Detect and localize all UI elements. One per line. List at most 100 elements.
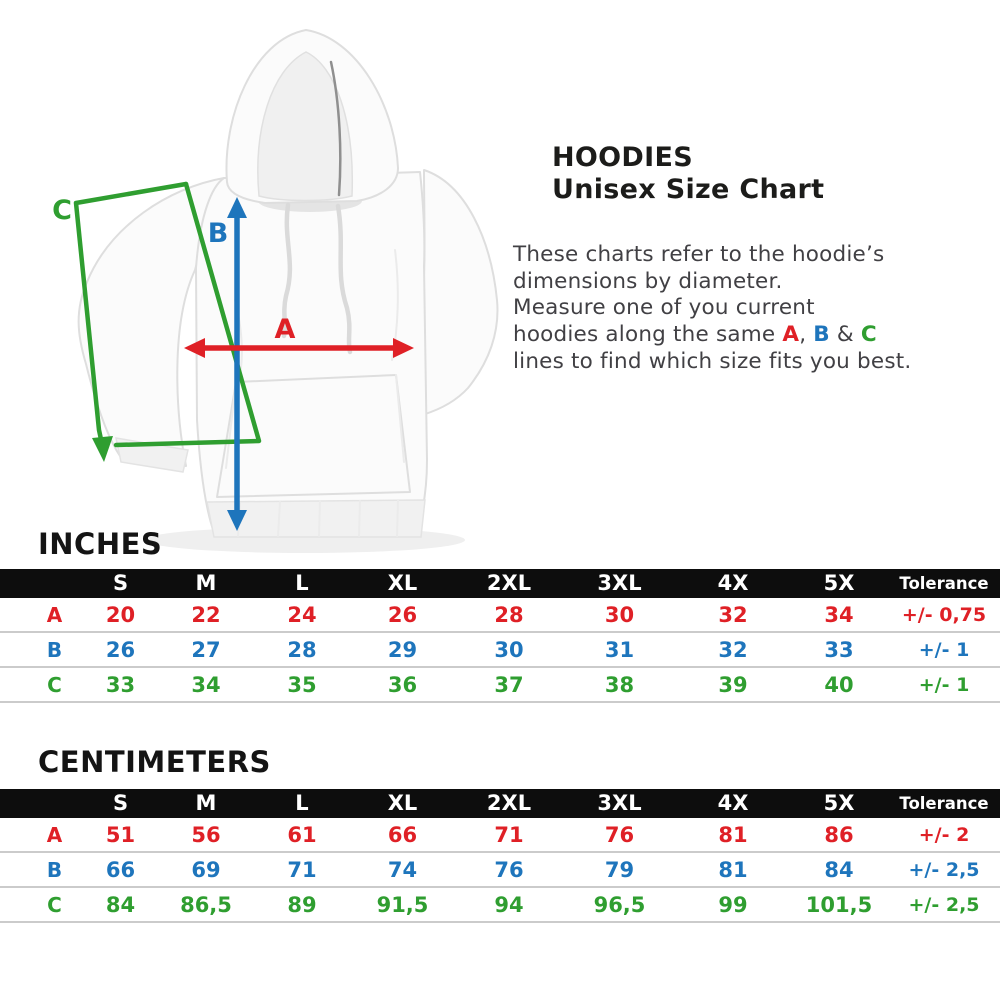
size-value: 40 <box>824 672 854 697</box>
size-value: 39 <box>718 672 748 697</box>
description-segment: , <box>799 322 814 348</box>
description-segment: Measure one of you current <box>513 295 815 321</box>
row-label-b: B <box>46 857 63 882</box>
description-segment: These charts refer to the hoodie’s <box>513 241 885 267</box>
hoodie-right-cuff <box>295 372 373 444</box>
size-value: 31 <box>604 637 635 662</box>
inches-table: S M L XL 2XL 3XL 4X 5X Tolerance A 20 22 24 26 28 30 32 3… <box>0 569 1000 703</box>
size-value: 30 <box>604 602 635 627</box>
column-header-s: S <box>112 571 129 595</box>
size-value: 76 <box>604 822 635 847</box>
measure-a-ref: A <box>782 322 800 348</box>
measure-a-arrowhead-left <box>184 338 205 358</box>
size-value: 34 <box>824 602 854 627</box>
size-value: 37 <box>494 672 524 697</box>
centimeters-section: CENTIMETERS S M L XL 2XL 3XL 4X 5X Tolerance A 51 5… <box>0 748 1000 923</box>
title-line-1: HOODIES <box>552 142 693 173</box>
size-value: 84 <box>105 892 136 917</box>
table-row-c: C 84 86,5 89 91,5 94 96,5 99 101,5 +/- 2,5 <box>0 888 1000 923</box>
size-value: 24 <box>287 602 317 627</box>
row-label-b: B <box>46 637 63 662</box>
measure-b-ref: B <box>813 322 830 348</box>
measure-c-arrow <box>73 181 262 448</box>
size-value: 35 <box>287 672 317 697</box>
hoodie-left-cuff <box>115 437 189 473</box>
centimeters-table: S M L XL 2XL 3XL 4X 5X Tolerance A 51 56 61 66 71 76 81 8… <box>0 789 1000 923</box>
size-value: 84 <box>824 857 854 882</box>
size-value: 66 <box>105 857 136 882</box>
size-value: 89 <box>287 892 317 917</box>
column-header-tolerance: Tolerance <box>899 794 989 813</box>
table-row-a: A 20 22 24 26 28 30 32 34 +/- 0,75 <box>0 598 1000 633</box>
size-value: 94 <box>494 892 524 917</box>
size-value: +/- 0,75 <box>901 603 987 626</box>
column-header-2xl: 2XL <box>486 571 532 595</box>
intro-block: HOODIES Unisex Size Chart These charts r… <box>513 142 991 376</box>
table-header-row: S M L XL 2XL 3XL 4X 5X Tolerance <box>0 789 1000 818</box>
description-line: These charts refer to the hoodie’s <box>513 242 991 269</box>
hoodie-left-sleeve <box>77 177 225 467</box>
column-header-3xl: 3XL <box>597 791 642 815</box>
description-segment: hoodies along the same <box>513 322 783 348</box>
size-value: 28 <box>494 602 524 627</box>
drawstring-right <box>335 203 353 355</box>
title-line-2: Unisex Size Chart <box>552 173 825 205</box>
column-header-4x: 4X <box>717 791 749 815</box>
row-label-c: C <box>47 892 62 917</box>
size-value: 101,5 <box>805 892 873 917</box>
size-value: 96,5 <box>593 892 646 917</box>
table-row-a: A 51 56 61 66 71 76 81 86 +/- 2 <box>0 818 1000 853</box>
measure-c-arrowhead <box>92 436 113 462</box>
column-header-xl: XL <box>387 791 418 815</box>
size-value: 38 <box>604 672 635 697</box>
column-header-l: L <box>295 571 309 595</box>
size-value: 33 <box>824 637 854 662</box>
size-value: 32 <box>718 637 748 662</box>
column-header-m: M <box>195 791 217 815</box>
row-label-a: A <box>46 822 63 847</box>
column-header-5x: 5X <box>823 791 855 815</box>
size-value: 20 <box>105 602 136 627</box>
table-header-row: S M L XL 2XL 3XL 4X 5X Tolerance <box>0 569 1000 598</box>
description-line: hoodies along the same A, B & C <box>513 322 991 349</box>
size-value: 86,5 <box>180 892 232 917</box>
size-value: 36 <box>387 672 418 697</box>
size-value: +/- 1 <box>918 638 970 661</box>
column-header-5x: 5X <box>823 571 855 595</box>
description-line: Measure one of you current <box>513 295 991 322</box>
hoodie-pocket <box>216 374 411 498</box>
size-value: 69 <box>191 857 221 882</box>
pocket-opening <box>225 381 237 469</box>
size-value: 33 <box>105 672 136 697</box>
description-segment: dimensions by diameter. <box>513 268 783 294</box>
fabric-crease <box>234 299 243 389</box>
pocket-opening <box>395 374 405 463</box>
column-header-tolerance: Tolerance <box>899 574 989 593</box>
hoodie-hood <box>225 29 399 204</box>
column-header-s: S <box>112 791 129 815</box>
size-value: +/- 1 <box>918 673 970 696</box>
neck-shadow <box>258 190 362 212</box>
size-value: 99 <box>718 892 748 917</box>
measure-c-label: C <box>52 195 72 226</box>
description-text: These charts refer to the hoodie’s dimens… <box>513 242 991 376</box>
column-header-l: L <box>295 791 309 815</box>
description-line: dimensions by diameter. <box>513 269 991 296</box>
column-header-xl: XL <box>387 571 418 595</box>
size-value: 30 <box>494 637 524 662</box>
measure-b-label: B <box>208 218 229 249</box>
hoodie-right-sleeve <box>344 169 499 422</box>
table-row-c: C 33 34 35 36 37 38 39 40 +/- 1 <box>0 668 1000 703</box>
hood-opening <box>257 51 354 202</box>
hood-crease <box>329 60 342 197</box>
size-value: 86 <box>824 822 854 847</box>
size-value: +/- 2,5 <box>908 893 980 916</box>
size-value: 74 <box>387 857 418 882</box>
size-value: 81 <box>718 857 748 882</box>
measure-a-label: A <box>275 314 296 345</box>
inches-section: INCHES S M L XL 2XL 3XL 4X 5X Tolerance A 20 22 24 26… <box>0 530 1000 703</box>
table-row-b: B 26 27 28 29 30 31 32 33 +/- 1 <box>0 633 1000 668</box>
size-value: +/- 2 <box>918 823 970 846</box>
column-header-4x: 4X <box>717 571 749 595</box>
